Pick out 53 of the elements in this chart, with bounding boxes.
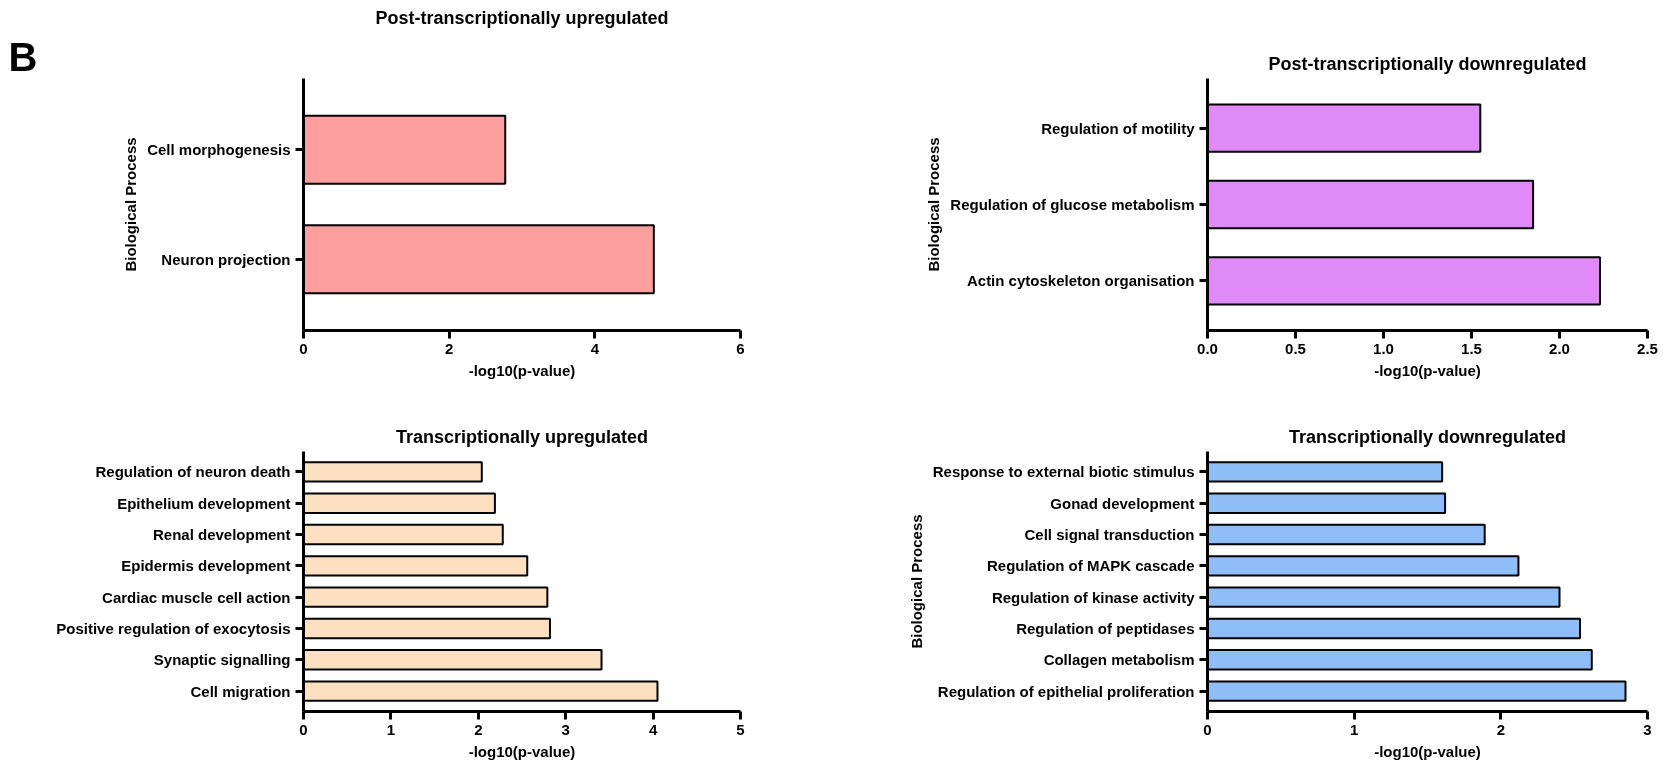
y-axis-title: Biological Process [122, 137, 140, 272]
x-tick-label: 2.5 [1637, 339, 1658, 357]
x-axis-title: -log10(p-value) [468, 361, 576, 379]
y-tick-label: Regulation of kinase activity [991, 588, 1196, 606]
x-tick-label: 0.0 [1197, 339, 1218, 357]
y-tick-label: Regulation of peptidases [1016, 619, 1195, 637]
y-tick-label: Regulation of motility [1041, 119, 1196, 137]
y-tick-label: Neuron projection [161, 250, 291, 268]
x-tick-label: 3 [1643, 720, 1652, 738]
chart-title: Post-transcriptionally downregulated [1268, 53, 1587, 74]
text: B [8, 34, 38, 79]
y-tick-label: Cell morphogenesis [147, 141, 291, 159]
y-axis-title: Biological Process [907, 514, 925, 649]
x-tick-label: 4 [648, 720, 658, 738]
chart-title: Post-transcriptionally upregulated [375, 7, 669, 28]
y-tick-label: Regulation of glucose metabolism [950, 196, 1195, 213]
y-axis-title: Biological Process [925, 137, 943, 272]
x-tick-label: 4 [590, 339, 600, 357]
chart-title: Transcriptionally upregulated [395, 426, 649, 447]
x-tick-label: 2 [445, 339, 454, 357]
y-tick-label: Response to external biotic stimulus [932, 463, 1195, 481]
x-tick-label: 0 [1203, 720, 1212, 738]
y-tick-label: Renal development [152, 526, 291, 544]
x-tick-label: 6 [736, 339, 745, 357]
x-axis-title: -log10(p-value) [1374, 361, 1481, 379]
y-tick-label: Epidermis development [121, 557, 291, 575]
y-tick-label: Cell migration [190, 682, 291, 700]
x-tick-label: 2.0 [1549, 339, 1570, 357]
y-tick-label: Regulation of MAPK cascade [986, 557, 1195, 575]
x-tick-label: 0.5 [1285, 339, 1306, 357]
y-tick-label: Cell signal transduction [1024, 526, 1195, 544]
y-tick-label: Synaptic signalling [153, 651, 291, 669]
x-tick-label: 2 [474, 720, 483, 738]
x-tick-label: 5 [736, 720, 745, 738]
x-axis-title: -log10(p-value) [1374, 742, 1481, 760]
y-tick-label: Cardiac muscle cell action [102, 588, 291, 606]
y-tick-label: Collagen metabolism [1043, 651, 1195, 669]
y-tick-label: Regulation of neuron death [95, 463, 291, 481]
x-tick-label: 3 [561, 720, 570, 738]
x-tick-label: 2 [1496, 720, 1506, 738]
y-tick-label: Gonad development [1050, 494, 1195, 512]
x-tick-label: 1.5 [1461, 339, 1482, 357]
y-tick-label: Regulation of epithelial proliferation [937, 682, 1195, 700]
y-tick-label: Epithelium development [117, 494, 291, 512]
x-tick-label: 0 [299, 720, 308, 738]
x-axis-title: -log10(p-value) [468, 742, 576, 760]
x-tick-label: 0 [299, 339, 308, 357]
y-tick-label: Actin cytoskeleton organisation [966, 272, 1195, 290]
x-tick-label: 1 [1350, 720, 1359, 738]
y-tick-label: Positive regulation of exocytosis [56, 619, 291, 637]
x-tick-label: 1.0 [1373, 339, 1394, 357]
chart-title: Transcriptionally downregulated [1288, 426, 1567, 447]
x-tick-label: 1 [386, 720, 396, 738]
